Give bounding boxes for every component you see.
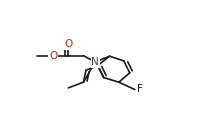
Text: O: O: [64, 39, 72, 49]
Text: O: O: [49, 51, 57, 61]
Text: N: N: [91, 57, 99, 67]
Text: F: F: [136, 85, 142, 94]
